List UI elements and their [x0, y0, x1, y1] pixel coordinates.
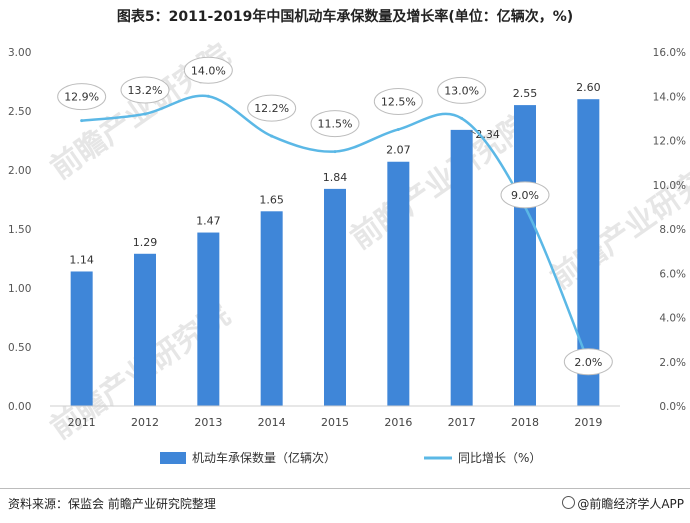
y-right-tick-label: 4.0% — [659, 313, 686, 325]
y-right-tick-label: 14.0% — [653, 91, 686, 103]
line-value-label: 12.5% — [381, 95, 416, 108]
y-right-tick-label: 12.0% — [653, 136, 686, 148]
legend: 机动车承保数量（亿辆次） 同比增长（%） — [160, 450, 541, 465]
bar-value-label: 2.07 — [386, 144, 411, 157]
y-left-tick-label: 1.50 — [8, 224, 31, 236]
line-labels: 12.9% 13.2% 14.0% 12.2% 11.5% 12.5% 13.0% 9.0% 2… — [57, 56, 613, 376]
y-right-tick-label: 2.0% — [659, 357, 686, 369]
line-label-badge: 9.0% — [500, 181, 550, 209]
brand-text: @前瞻经济学人APP — [577, 497, 684, 511]
badge-ellipse — [373, 87, 423, 115]
badge-ellipse — [437, 76, 487, 104]
bar-value-label: 1.65 — [259, 193, 284, 206]
line-point — [460, 116, 464, 120]
bar — [70, 271, 93, 406]
bar-value-label: 2.60 — [576, 81, 601, 94]
badge-ellipse — [183, 56, 233, 84]
line-label-badge: 14.0% — [183, 56, 233, 84]
brand-credit: @前瞻经济学人APP — [562, 495, 684, 512]
chart-title: 图表5：2011-2019年中国机动车承保数量及增长率(单位：亿辆次，%) — [116, 9, 574, 25]
bar-series — [70, 99, 600, 406]
legend-bar-swatch — [160, 452, 186, 464]
source-note: 资料来源：保监会 前瞻产业研究院整理 — [8, 497, 216, 511]
line-value-label: 13.0% — [444, 84, 479, 97]
line-label-badge: 2.0% — [563, 348, 613, 376]
label-leader — [470, 130, 476, 135]
watermark-text: 前瞻产业研究院 — [345, 107, 537, 256]
bar — [450, 129, 473, 406]
bar — [260, 211, 283, 406]
x-tick-label: 2016 — [384, 416, 412, 429]
bar-value-label: 1.29 — [133, 236, 158, 249]
x-tick-label: 2015 — [321, 416, 349, 429]
legend-line-label: 同比增长（%） — [458, 451, 541, 465]
x-axis: 2011 2012 2013 2014 2015 2016 2017 2018 2019 — [50, 405, 620, 429]
y-left-tick-label: 3.00 — [8, 47, 31, 59]
bar — [324, 188, 346, 406]
y-right-tick-label: 0.0% — [659, 401, 686, 413]
bar-value-label: 1.47 — [196, 215, 221, 228]
line-value-label: 11.5% — [318, 118, 353, 131]
brand-icon — [562, 496, 576, 509]
badge-ellipse — [247, 94, 297, 122]
line-label-badge: 12.5% — [373, 87, 423, 115]
badge-ellipse — [310, 110, 360, 138]
badge-ellipse — [57, 83, 107, 111]
badge-ellipse — [120, 76, 170, 104]
line-value-label: 9.0% — [511, 189, 539, 202]
bar-value-label: 1.14 — [69, 253, 94, 266]
line-label-badge: 13.2% — [120, 76, 170, 104]
line-label-badge: 11.5% — [310, 110, 360, 138]
y-left-tick-label: 0.00 — [8, 401, 31, 413]
y-axis-right: 0.0% 2.0% 4.0% 6.0% 8.0% 10.0% 12.0% 14.0% 16.0% — [653, 47, 686, 413]
chart: 前瞻产业研究院前瞻产业研究院前瞻产业研究院前瞻产业研究院 0.000.501.0… — [8, 37, 690, 465]
x-tick-label: 2014 — [258, 416, 286, 429]
y-axis-left: 0.00 0.50 1.00 1.50 2.00 2.50 3.00 — [8, 47, 31, 413]
bar — [577, 99, 600, 406]
legend-bar-label: 机动车承保数量（亿辆次） — [192, 450, 336, 465]
bar — [197, 232, 220, 406]
line-point — [270, 134, 274, 138]
bar-labels: 1.141.291.471.651.842.072.342.55 2.60 — [69, 81, 600, 266]
line-point — [206, 94, 210, 98]
y-right-tick-label: 10.0% — [653, 180, 686, 192]
line-value-label: 13.2% — [128, 84, 163, 97]
x-tick-label: 2013 — [194, 416, 222, 429]
y-right-tick-label: 8.0% — [659, 224, 686, 236]
line-value-label: 12.2% — [254, 102, 289, 115]
line-label-badge: 13.0% — [437, 76, 487, 104]
y-left-tick-label: 2.00 — [8, 165, 31, 177]
bar-value-label: 2.55 — [513, 87, 538, 100]
line-point — [396, 127, 400, 131]
badge-ellipse — [563, 348, 613, 376]
line-value-label: 12.9% — [64, 91, 99, 104]
bar — [514, 105, 536, 406]
y-left-tick-label: 2.50 — [8, 106, 31, 118]
line-label-badge: 12.9% — [57, 83, 107, 111]
x-tick-label: 2018 — [511, 416, 539, 429]
bar-value-label: 1.84 — [323, 171, 348, 184]
y-left-tick-label: 1.00 — [8, 283, 31, 295]
y-right-tick-label: 6.0% — [659, 268, 686, 280]
x-tick-label: 2011 — [68, 416, 96, 429]
footer-divider — [0, 488, 690, 489]
y-left-tick-label: 0.50 — [8, 342, 31, 354]
line-point — [80, 119, 84, 123]
x-tick-label: 2019 — [574, 416, 602, 429]
line-value-label: 14.0% — [191, 64, 226, 77]
line-label-badge: 12.2% — [247, 94, 297, 122]
badge-ellipse — [500, 181, 550, 209]
bar — [134, 253, 156, 406]
x-tick-label: 2017 — [448, 416, 476, 429]
line-value-label: 2.0% — [574, 356, 602, 369]
y-right-tick-label: 16.0% — [653, 47, 686, 59]
bar — [387, 161, 410, 406]
line-point — [143, 112, 147, 116]
line-point — [333, 150, 337, 154]
x-tick-label: 2012 — [131, 416, 159, 429]
